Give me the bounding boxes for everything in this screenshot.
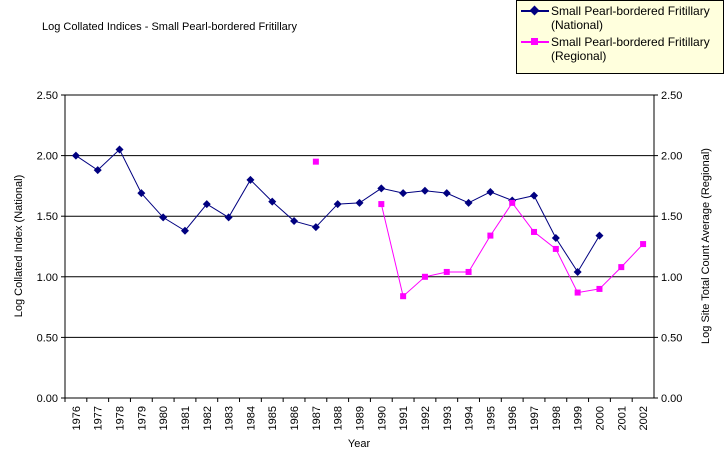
data-point	[159, 213, 168, 222]
data-point	[552, 245, 559, 252]
data-point	[465, 268, 472, 275]
legend-marker	[529, 5, 540, 16]
legend-item: Small Pearl-bordered Fritillary (Regiona…	[517, 35, 721, 63]
y2-tick-label: 0.00	[661, 393, 682, 405]
y2-tick-label: 2.00	[661, 151, 682, 163]
x-tick-label: 1988	[333, 406, 345, 430]
chart-title: Log Collated Indices - Small Pearl-borde…	[42, 21, 297, 33]
y-tick-label: 2.00	[37, 151, 58, 163]
data-point	[180, 226, 189, 235]
x-tick-label: 1991	[398, 406, 410, 430]
legend-label: Small Pearl-bordered Fritillary (Nationa…	[551, 4, 710, 32]
plot-area	[64, 94, 655, 399]
data-point	[378, 201, 385, 208]
x-tick-label: 2000	[594, 406, 606, 430]
data-point	[640, 241, 647, 248]
data-point	[442, 189, 451, 198]
data-point	[596, 285, 603, 292]
data-point	[377, 184, 386, 193]
data-point	[509, 199, 516, 206]
x-axis-label: Year	[348, 438, 371, 450]
data-point	[311, 223, 320, 232]
data-point	[93, 166, 102, 175]
x-tick-label: 1987	[311, 406, 323, 430]
legend-symbol	[521, 38, 549, 45]
y2-tick-label: 0.50	[661, 332, 682, 344]
x-tick-label: 1989	[355, 406, 367, 430]
data-point	[399, 189, 408, 198]
data-point	[355, 198, 364, 207]
data-point	[574, 289, 581, 296]
data-point	[486, 187, 495, 196]
data-point	[573, 267, 582, 276]
data-point	[551, 234, 560, 243]
x-tick-label: 1985	[267, 406, 279, 430]
x-tick-label: 1984	[245, 406, 257, 430]
x-tick-label: 1976	[71, 406, 83, 430]
y-tick-label: 2.50	[37, 90, 58, 102]
x-tick-label: 1977	[93, 406, 105, 430]
y2-tick-label: 1.00	[661, 272, 682, 284]
x-tick-label: 1983	[224, 406, 236, 430]
data-point	[400, 293, 407, 300]
x-tick-label: 1979	[136, 406, 148, 430]
data-point	[531, 228, 538, 235]
data-point	[71, 151, 80, 160]
y-tick-label: 1.50	[37, 211, 58, 223]
data-point	[443, 268, 450, 275]
x-tick-label: 1999	[573, 406, 585, 430]
x-tick-label: 1990	[376, 406, 388, 430]
legend: Small Pearl-bordered Fritillary (Nationa…	[516, 0, 724, 74]
data-point	[618, 264, 625, 271]
y-tick-label: 0.00	[37, 393, 58, 405]
data-point	[137, 189, 146, 198]
data-point	[268, 197, 277, 206]
x-tick-label: 2002	[638, 406, 650, 430]
data-point	[246, 175, 255, 184]
x-tick-label: 1998	[551, 406, 563, 430]
x-tick-label: 1980	[158, 406, 170, 430]
data-point	[115, 145, 124, 154]
data-point	[202, 200, 211, 209]
x-tick-label: 1992	[420, 406, 432, 430]
y2-tick-label: 1.50	[661, 211, 682, 223]
legend-symbol	[521, 5, 549, 16]
y2-axis-label: Log Site Total Count Average (Regional)	[700, 148, 712, 344]
legend-label: Small Pearl-bordered Fritillary (Regiona…	[551, 35, 710, 63]
y-axis-label: Log Collated Index (National)	[13, 175, 25, 317]
x-tick-label: 1997	[529, 406, 541, 430]
x-tick-label: 1994	[464, 406, 476, 430]
x-tick-label: 1981	[180, 406, 192, 430]
x-tick-label: 1995	[485, 406, 497, 430]
data-point	[421, 273, 428, 280]
data-point	[530, 191, 539, 200]
legend-item: Small Pearl-bordered Fritillary (Nationa…	[517, 4, 721, 32]
x-tick-label: 1986	[289, 406, 301, 430]
x-tick-label: 1982	[202, 406, 214, 430]
data-point	[595, 231, 604, 240]
data-point	[464, 198, 473, 207]
data-point	[224, 213, 233, 222]
y-tick-label: 1.00	[37, 272, 58, 284]
data-point	[290, 217, 299, 226]
x-tick-label: 1993	[442, 406, 454, 430]
data-point	[312, 158, 319, 165]
data-point	[420, 186, 429, 195]
y-tick-label: 0.50	[37, 332, 58, 344]
x-tick-label: 1978	[115, 406, 127, 430]
x-tick-label: 1996	[507, 406, 519, 430]
legend-marker	[531, 38, 538, 45]
data-point	[487, 232, 494, 239]
data-point	[333, 200, 342, 209]
x-tick-label: 2001	[616, 406, 628, 430]
y2-tick-label: 2.50	[661, 90, 682, 102]
